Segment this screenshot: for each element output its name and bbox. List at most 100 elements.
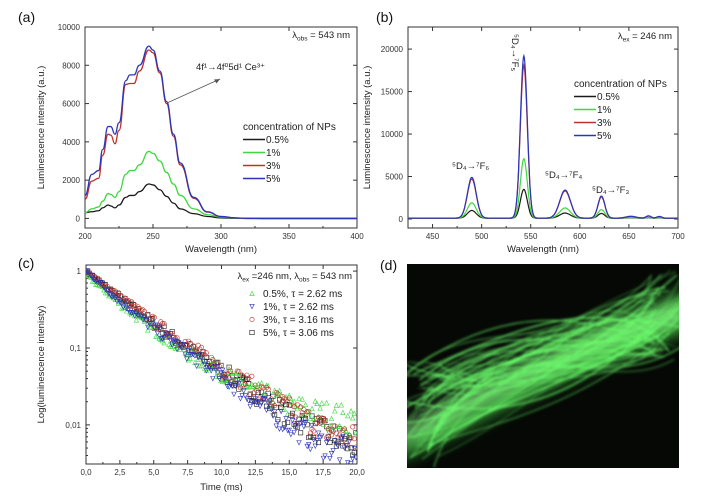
data-point bbox=[189, 344, 195, 350]
data-point bbox=[257, 403, 263, 410]
data-point bbox=[161, 335, 167, 341]
data-point bbox=[172, 345, 179, 351]
data-point bbox=[119, 300, 125, 307]
data-point bbox=[314, 400, 320, 407]
y-axis-title: Log(luminescence intenisty) bbox=[36, 306, 47, 424]
data-point bbox=[349, 456, 356, 462]
x-axis-title: Wavelength (nm) bbox=[507, 244, 579, 255]
data-point bbox=[335, 443, 341, 449]
series-group bbox=[408, 53, 678, 219]
data-point bbox=[244, 372, 250, 378]
data-point bbox=[198, 355, 205, 361]
data-point bbox=[208, 368, 214, 374]
legend-marker-3% bbox=[249, 316, 255, 322]
fiber-strand bbox=[407, 320, 655, 374]
excitation-wavelength-label: λex = 246 nm bbox=[618, 31, 672, 44]
photo-d-green-luminescent-fibers bbox=[407, 264, 679, 468]
data-point bbox=[234, 368, 240, 374]
data-point bbox=[109, 287, 115, 293]
data-point bbox=[166, 341, 172, 347]
data-point bbox=[250, 399, 257, 405]
data-point bbox=[270, 393, 276, 399]
data-point bbox=[86, 271, 92, 277]
legend-label-3%: 3% bbox=[266, 161, 281, 172]
y-axis-title: Luminescence intensity (a.u.) bbox=[362, 66, 373, 190]
data-point bbox=[154, 330, 161, 337]
data-point bbox=[286, 395, 292, 401]
data-point bbox=[239, 372, 245, 378]
data-point bbox=[281, 425, 288, 431]
data-point bbox=[99, 282, 105, 288]
data-point bbox=[145, 324, 151, 331]
peak-label-7F6: ⁵D₄→⁷F₆ bbox=[452, 161, 489, 172]
y-tick-label: 0 bbox=[76, 214, 81, 223]
data-point bbox=[275, 391, 281, 397]
data-point bbox=[293, 414, 299, 420]
data-point bbox=[182, 351, 188, 358]
sub: ex bbox=[242, 277, 250, 284]
data-point bbox=[327, 429, 333, 435]
data-point bbox=[296, 395, 302, 401]
fiber-strand bbox=[419, 314, 666, 387]
fiber-strand bbox=[426, 314, 654, 403]
data-point bbox=[283, 416, 289, 422]
data-point bbox=[278, 401, 284, 407]
legend-label-0.5%: 0.5% bbox=[597, 92, 620, 103]
fiber-strand bbox=[419, 309, 678, 411]
value: = 543 nm bbox=[307, 30, 350, 41]
legend-label-0.5%: 0.5%, τ = 2.62 ms bbox=[263, 289, 342, 300]
sub: ex bbox=[623, 37, 631, 44]
fiber-strand bbox=[413, 316, 670, 375]
data-point bbox=[223, 375, 229, 381]
data-point bbox=[270, 413, 276, 419]
data-point bbox=[197, 353, 203, 359]
x-tick-label: 15,0 bbox=[281, 468, 297, 477]
data-point bbox=[200, 358, 206, 365]
data-point bbox=[286, 392, 292, 398]
legend-label-0.5%: 0.5% bbox=[266, 135, 289, 146]
data-point bbox=[140, 307, 146, 313]
data-point bbox=[145, 312, 151, 318]
data-point bbox=[156, 324, 162, 331]
data-point bbox=[181, 344, 187, 350]
data-point bbox=[254, 388, 260, 394]
legend-marker-0.5% bbox=[249, 290, 255, 296]
data-point bbox=[211, 357, 218, 364]
data-point bbox=[88, 272, 94, 279]
data-point bbox=[299, 396, 305, 402]
data-point bbox=[104, 288, 110, 294]
data-point bbox=[249, 373, 255, 379]
data-point bbox=[340, 427, 346, 433]
data-point bbox=[158, 336, 164, 342]
legend-label-3%: 3%, τ = 3.16 ms bbox=[263, 315, 334, 326]
data-point bbox=[271, 409, 278, 415]
data-point bbox=[89, 275, 96, 282]
data-point bbox=[101, 285, 107, 291]
x-tick-label: 2,5 bbox=[114, 468, 126, 477]
data-point bbox=[259, 389, 265, 395]
data-point bbox=[349, 415, 356, 421]
data-point bbox=[353, 429, 357, 436]
data-point bbox=[322, 418, 328, 424]
data-point bbox=[184, 343, 190, 349]
data-point bbox=[265, 382, 271, 389]
legend-label-1%: 1% bbox=[597, 105, 612, 116]
data-point bbox=[353, 444, 357, 450]
data-point bbox=[306, 409, 312, 416]
data-point bbox=[197, 346, 203, 352]
data-point bbox=[166, 334, 172, 340]
data-point bbox=[203, 350, 209, 356]
decay-conditions-label: λex =246 nm, λobs = 543 nm bbox=[237, 271, 352, 284]
series-line-5% bbox=[85, 45, 357, 220]
data-point bbox=[346, 432, 352, 438]
peak-label-7F5: ⁵D₄→⁷F₅ bbox=[509, 34, 520, 71]
x-axis-title: Wavelength (nm) bbox=[185, 244, 257, 255]
data-point bbox=[309, 413, 315, 419]
y-tick-label: 8000 bbox=[62, 61, 80, 70]
data-point bbox=[291, 398, 297, 404]
data-point bbox=[167, 337, 174, 344]
data-point bbox=[284, 411, 291, 417]
data-point bbox=[276, 387, 283, 394]
data-point bbox=[219, 367, 226, 374]
x-tick-label: 450 bbox=[426, 232, 440, 241]
